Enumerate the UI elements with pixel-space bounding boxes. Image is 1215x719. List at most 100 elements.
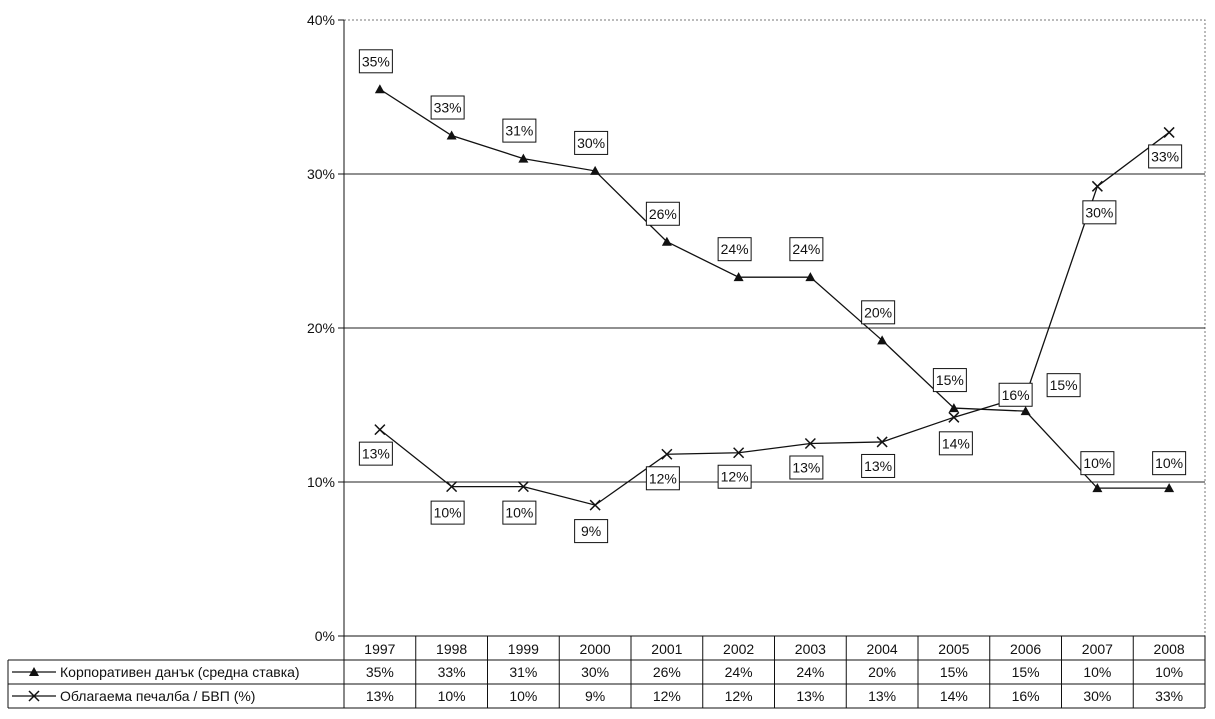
table-cell: 31% [509, 664, 537, 680]
table-cell: 30% [1083, 688, 1111, 704]
data-labels: 35% 33% 31% 30% 26% 24% 24% 20% 15% 15% 10% 10% 13% 1… [358, 49, 1187, 544]
tax-data-label: 10% [1083, 455, 1111, 471]
tax-data-label: 10% [1155, 455, 1183, 471]
tax-data-label: 30% [577, 135, 605, 151]
data-table: 1997 1998 1999 2000 2001 2002 2003 2004 2005 2006… [7, 635, 1206, 709]
y-tick-label: 10% [307, 474, 335, 490]
table-cell: 33% [1155, 688, 1183, 704]
table-cell: 33% [438, 664, 466, 680]
tax-data-label-box [1046, 373, 1081, 398]
x-category-label: 1999 [508, 641, 539, 657]
profit-data-label-box [717, 464, 752, 489]
profit-data-label-box [998, 382, 1033, 407]
tax-data-label: 20% [864, 304, 892, 320]
tax-data-label: 15% [936, 372, 964, 388]
profit-data-label: 12% [721, 469, 749, 485]
tax-data-label-box [1152, 451, 1187, 476]
tax-data-label-box [645, 201, 680, 226]
profit-data-label: 14% [942, 435, 970, 451]
table-cell: 15% [940, 664, 968, 680]
tax-data-label-box [789, 237, 824, 262]
profit-data-label: 13% [792, 460, 820, 476]
x-marker [733, 447, 745, 459]
tax-data-label: 24% [792, 241, 820, 257]
x-marker [374, 424, 386, 436]
triangle-marker [948, 403, 959, 413]
table-cell: 13% [796, 688, 824, 704]
profit-data-label-box [645, 466, 680, 491]
triangle-marker [1164, 483, 1175, 493]
x-category-label: 2000 [580, 641, 611, 657]
x-marker [1091, 180, 1103, 192]
x-category-label: 2004 [867, 641, 898, 657]
profit-data-label: 9% [581, 523, 601, 539]
tax-data-label: 26% [649, 206, 677, 222]
tax-data-label-box [717, 237, 752, 262]
table-cell: 15% [1012, 664, 1040, 680]
profit-data-label-box [1148, 144, 1183, 169]
table-cell: 16% [1012, 688, 1040, 704]
tax-data-label-box [1080, 451, 1115, 476]
profit-data-label: 16% [1002, 387, 1030, 403]
triangle-marker [1020, 406, 1031, 416]
profit-data-label-box [574, 519, 609, 544]
triangle-marker [1092, 483, 1103, 493]
y-tick-label: 0% [315, 628, 335, 644]
profit-data-label: 33% [1151, 148, 1179, 164]
x-category-label: 2006 [1010, 641, 1041, 657]
table-cell: 24% [725, 664, 753, 680]
table-cell: 13% [366, 688, 394, 704]
x-marker [589, 499, 601, 511]
tax-data-label-box [932, 368, 967, 393]
x-category-label: 2001 [651, 641, 682, 657]
table-cell: 12% [653, 688, 681, 704]
y-tick-label: 40% [307, 12, 335, 28]
table-cell: 10% [509, 688, 537, 704]
triangle-marker [29, 667, 39, 676]
y-tick-label: 20% [307, 320, 335, 336]
profit-data-label: 12% [649, 470, 677, 486]
triangle-marker [661, 236, 672, 246]
triangle-marker [374, 84, 385, 94]
x-category-label: 2005 [938, 641, 969, 657]
x-category-label: 2002 [723, 641, 754, 657]
legend-series-name: Облагаема печалба / БВП (%) [60, 688, 255, 704]
x-category-label: 2007 [1082, 641, 1113, 657]
profit-data-label-box [789, 455, 824, 480]
x-marker [661, 448, 673, 460]
tax-data-label-box [502, 118, 537, 143]
tax-data-label: 33% [434, 100, 462, 116]
x-category-label: 2003 [795, 641, 826, 657]
triangle-marker [590, 165, 601, 175]
table-cell: 10% [1155, 664, 1183, 680]
table-cell: 12% [725, 688, 753, 704]
series-layer [374, 84, 1175, 511]
table-cell: 9% [585, 688, 605, 704]
table-cell: 26% [653, 664, 681, 680]
series-line-2 [379, 131, 1170, 506]
x-category-label: 1998 [436, 641, 467, 657]
profit-data-label: 10% [434, 505, 462, 521]
triangle-marker [733, 272, 744, 282]
profit-data-label: 10% [505, 505, 533, 521]
profit-data-label: 30% [1085, 204, 1113, 220]
x-category-label: 2008 [1154, 641, 1185, 657]
tax-data-label-box [430, 95, 465, 120]
x-marker [804, 437, 816, 450]
tax-data-label: 35% [362, 53, 390, 69]
table-cell: 13% [868, 688, 896, 704]
x-marker [517, 481, 529, 493]
tax-data-label: 31% [505, 123, 533, 139]
triangle-marker [446, 130, 457, 140]
x-marker [446, 481, 458, 493]
y-tick-label: 30% [307, 166, 335, 182]
table-cell: 30% [581, 664, 609, 680]
triangle-marker [518, 153, 529, 163]
tax-data-label: 24% [721, 241, 749, 257]
profit-data-label-box [430, 500, 465, 525]
table-cell: 24% [796, 664, 824, 680]
profit-data-label-box [358, 441, 393, 466]
profit-data-label: 13% [864, 458, 892, 474]
series-line-1 [379, 88, 1170, 489]
